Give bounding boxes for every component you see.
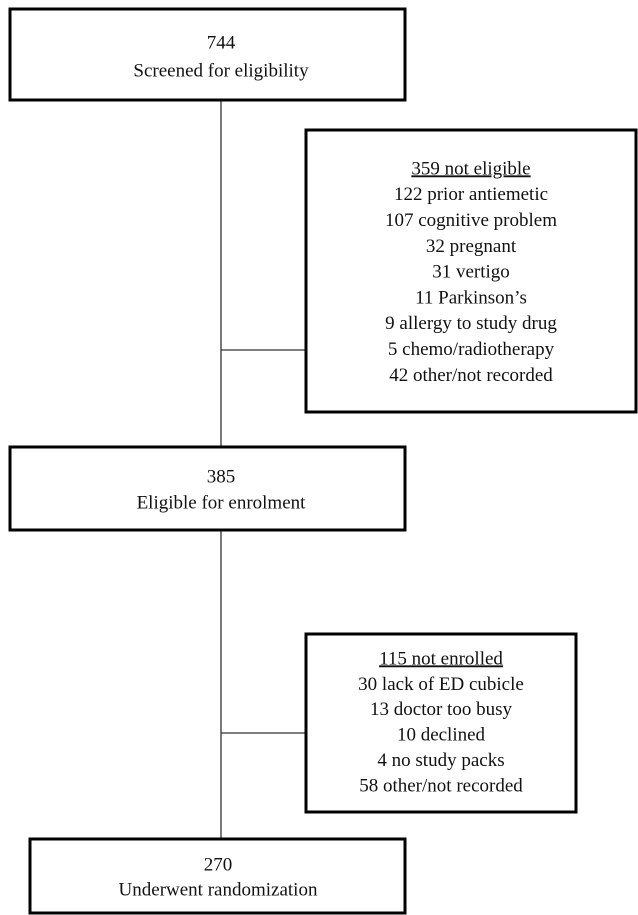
item: 42 other/not recorded (389, 365, 553, 386)
item: 31 vertigo (432, 262, 510, 283)
heading: 115 not enrolled (379, 648, 503, 669)
heading: 359 not eligible (411, 158, 530, 179)
box (28, 837, 407, 915)
exclusion-list: 359 not eligible 122 prior antiemetic 107 … (385, 158, 557, 385)
box (304, 128, 638, 414)
item: 32 pregnant (426, 236, 517, 257)
item: 107 cognitive problem (385, 210, 557, 231)
count: 385 (207, 466, 236, 487)
item: 10 declined (397, 725, 486, 746)
label: Eligible for enrolment (137, 492, 307, 513)
item: 122 prior antiemetic (394, 184, 548, 205)
count: 270 (204, 854, 233, 875)
item: 4 no study packs (377, 750, 504, 771)
item: 58 other/not recorded (359, 775, 523, 796)
count: 744 (207, 32, 236, 53)
item: 13 doctor too busy (370, 699, 512, 720)
item: 11 Parkinson’s (415, 287, 527, 308)
item: 30 lack of ED cubicle (358, 674, 524, 695)
item: 9 allergy to study drug (385, 313, 557, 334)
box (8, 7, 407, 102)
label: Underwent randomization (119, 879, 318, 900)
label: Screened for eligibility (133, 60, 309, 81)
box (304, 632, 578, 814)
item: 5 chemo/radiotherapy (388, 339, 555, 360)
box (8, 445, 407, 532)
exclusion-list: 115 not enrolled 30 lack of ED cubicle 13 … (358, 648, 524, 796)
